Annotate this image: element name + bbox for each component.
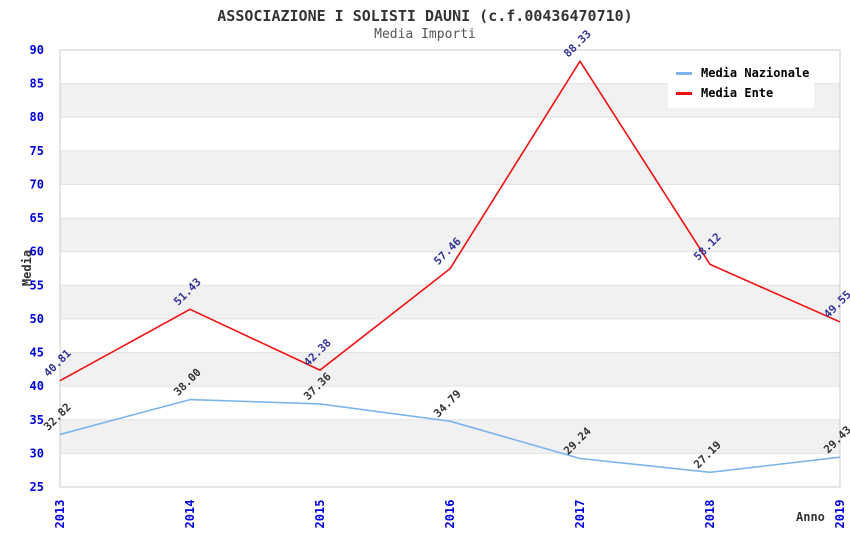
y-tick-label: 40	[30, 379, 44, 393]
legend-item-media-ente[interactable]: Media Ente	[676, 83, 808, 103]
x-tick-label: 2017	[573, 500, 587, 529]
legend-swatch-media-ente	[676, 91, 692, 95]
x-tick-label: 2013	[53, 500, 67, 529]
grid-band	[60, 352, 840, 387]
data-label-media-ente: 88.33	[561, 27, 594, 60]
y-tick-label: 30	[30, 446, 44, 460]
chart-title: ASSOCIAZIONE I SOLISTI DAUNI (c.f.004364…	[217, 7, 633, 25]
x-axis-title: Anno	[796, 510, 825, 524]
y-tick-label: 80	[30, 110, 44, 124]
x-tick-label: 2016	[443, 500, 457, 529]
y-tick-label: 60	[30, 245, 44, 259]
series-line-media-ente	[59, 60, 841, 382]
y-tick-label: 50	[30, 312, 44, 326]
grid-band	[60, 150, 840, 185]
x-tick-label: 2019	[833, 500, 847, 529]
data-label-media-nazionale: 34.79	[431, 387, 464, 420]
y-tick-label: 65	[30, 211, 44, 225]
x-tick-label: 2014	[183, 500, 197, 529]
plot-border	[59, 49, 841, 488]
y-tick-label: 70	[30, 177, 44, 191]
grid-band	[60, 419, 840, 454]
y-tick-label: 35	[30, 413, 44, 427]
legend-label-media-nazionale: Media Nazionale	[701, 66, 810, 80]
x-tick-label: 2018	[703, 500, 717, 529]
y-axis-title: Media	[20, 249, 34, 287]
legend: Media Nazionale Media Ente	[668, 58, 814, 108]
legend-label-media-ente: Media Ente	[701, 86, 774, 100]
legend-item-media-nazionale[interactable]: Media Nazionale	[676, 63, 810, 83]
series-line-media-nazionale	[59, 398, 841, 474]
y-tick-label: 55	[30, 278, 44, 292]
y-tick-label: 25	[30, 480, 44, 494]
legend-swatch-media-nazionale	[676, 71, 692, 75]
grid-band	[60, 218, 840, 252]
y-tick-label: 75	[30, 144, 44, 158]
y-tick-label: 45	[30, 346, 44, 360]
y-tick-label: 90	[30, 43, 44, 57]
y-tick-label: 85	[30, 77, 44, 91]
x-tick-label: 2015	[313, 500, 327, 529]
grid-band	[60, 285, 840, 319]
chart-subtitle: Media Importi	[374, 27, 476, 42]
